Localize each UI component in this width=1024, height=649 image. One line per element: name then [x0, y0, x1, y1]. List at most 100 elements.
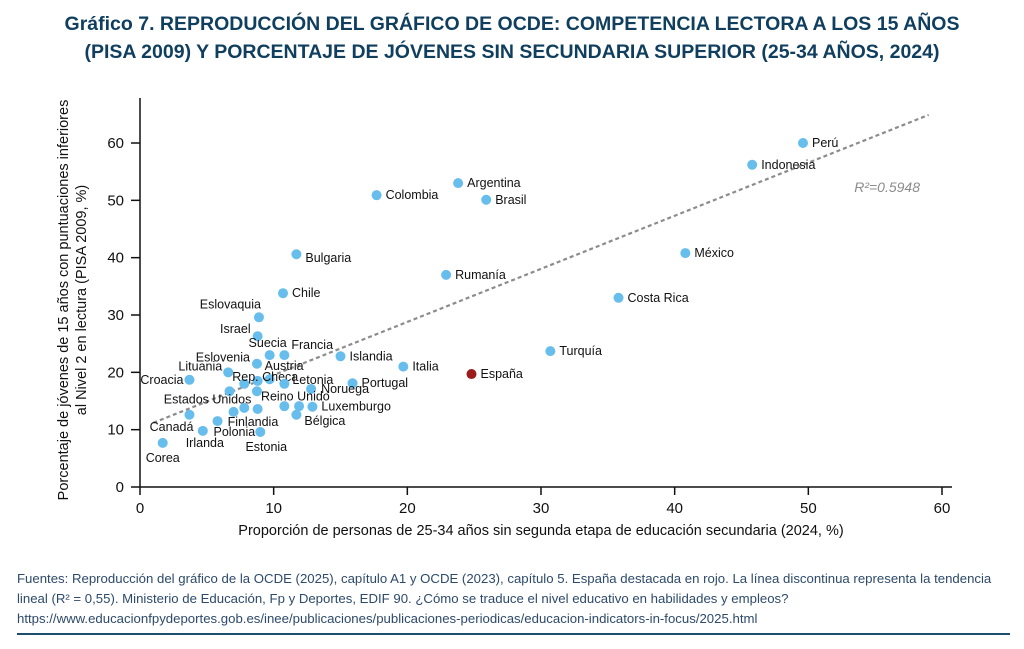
x-tick-label: 10 — [265, 500, 282, 517]
point-label: Colombia — [386, 188, 439, 202]
point-portugal — [347, 378, 358, 389]
point-italia — [398, 361, 409, 372]
point-eslovaquia — [253, 312, 264, 323]
point-colombia — [371, 190, 382, 201]
x-tick-label: 40 — [666, 500, 683, 517]
point-chile — [278, 288, 289, 299]
point-label: Canadá — [150, 420, 194, 434]
chart-title-line-2: (PISA 2009) Y PORCENTAJE DE JÓVENES SIN … — [84, 41, 940, 63]
trendline-group: R²=0.5948 — [152, 113, 930, 424]
point-canadá — [184, 409, 195, 420]
y-tick-label: 60 — [107, 135, 124, 152]
x-tick-label: 20 — [399, 500, 416, 517]
point-españa — [466, 369, 477, 380]
scatter-chart: 0 10 20 30 40 50 60 0 10 20 30 40 50 60 Porcentaje de… — [56, 98, 952, 539]
point-label: Letonia — [292, 373, 333, 387]
y-tick-label: 30 — [107, 307, 124, 324]
point-noruega — [306, 383, 317, 394]
point-suecia — [264, 350, 275, 361]
point-costa-rica — [613, 292, 624, 303]
point-label: Islandia — [350, 349, 393, 363]
point-unlabeled — [294, 401, 305, 412]
point-label: Portugal — [362, 376, 409, 390]
point-label: Suecia — [249, 336, 287, 350]
point-label: Noruega — [321, 382, 369, 396]
point-label: México — [694, 246, 734, 260]
x-tick-label: 50 — [800, 500, 817, 517]
point-israel — [252, 331, 263, 342]
point-label: Bélgica — [304, 414, 345, 428]
chart-title: Gráfico 7. REPRODUCCIÓN DEL GRÁFICO DE O… — [0, 10, 1024, 66]
point-austria — [264, 374, 275, 385]
point-label: Costa Rica — [628, 291, 689, 305]
point-label: Finlandia — [228, 415, 279, 429]
point-finlandia — [228, 406, 239, 417]
point-perú — [797, 138, 808, 148]
point-méxico — [680, 248, 691, 259]
point-label: Turquía — [559, 344, 602, 358]
point-irlanda — [197, 425, 208, 436]
point-label: Francia — [291, 338, 333, 352]
point-estados-unidos — [224, 386, 235, 397]
point-unlabeled — [252, 404, 263, 415]
point-eslovenia — [251, 358, 262, 369]
point-label: Perú — [812, 136, 838, 150]
point-label: Estonia — [245, 440, 287, 454]
y-tick-label: 20 — [107, 364, 124, 381]
point-label: Polonia — [214, 425, 256, 439]
y-tick-label: 40 — [107, 250, 124, 267]
point-letonia — [279, 378, 290, 389]
point-label: Bulgaria — [305, 251, 351, 265]
footer-divider — [17, 633, 1010, 635]
point-label: Croacia — [140, 373, 183, 387]
x-tick-label: 0 — [136, 500, 144, 517]
point-label: Italia — [412, 360, 438, 374]
y-tick-label: 50 — [107, 192, 124, 209]
point-lituania — [223, 367, 234, 378]
source-note: Fuentes: Reproducción del gráfico de la … — [17, 571, 992, 626]
point-label: Israel — [220, 322, 251, 336]
point-label: Eslovaquia — [200, 297, 261, 311]
r-squared-label: R²=0.5948 — [854, 179, 920, 195]
point-brasil — [481, 194, 492, 205]
x-tick-label: 60 — [934, 500, 951, 517]
y-tick-label: 10 — [107, 422, 124, 439]
point-unlabeled — [239, 402, 250, 413]
trendline — [152, 113, 930, 424]
point-label: Luxemburgo — [321, 400, 391, 414]
point-argentina — [453, 178, 464, 189]
chart-title-line-1: Gráfico 7. REPRODUCCIÓN DEL GRÁFICO DE O… — [64, 13, 960, 35]
point-corea — [157, 437, 168, 448]
point-label: Rumanía — [455, 268, 506, 282]
point-rumanía — [441, 269, 452, 280]
point-reino-unido — [251, 386, 262, 397]
point-bélgica — [291, 409, 302, 420]
point-label: Reino Unido — [261, 389, 330, 403]
y-axis-label-line-2: al Nivel 2 en lectura (PISA 2009, %) — [74, 185, 90, 416]
point-estonia — [255, 426, 266, 437]
y-tick-label: 0 — [116, 479, 124, 496]
point-polonia — [212, 416, 223, 427]
point-label: Corea — [146, 451, 180, 465]
point-indonesia — [747, 159, 758, 170]
x-axis-label: Proporción de personas de 25-34 años sin… — [238, 523, 843, 539]
point-francia — [279, 350, 290, 361]
point-label: Lituania — [178, 359, 222, 373]
point-label: Estados Unidos — [164, 392, 252, 406]
point-label: Indonesia — [761, 158, 815, 172]
y-axis-label-line-1: Porcentaje de jóvenes de 15 años con pun… — [56, 100, 72, 501]
point-unlabeled — [279, 401, 290, 412]
point-luxemburgo — [307, 401, 318, 412]
point-islandia — [335, 351, 346, 362]
point-label: Chile — [292, 286, 321, 300]
point-unlabeled — [252, 375, 263, 386]
point-label: Austria — [265, 359, 304, 373]
point-label: Brasil — [495, 193, 526, 207]
point-label: Eslovenia — [196, 351, 250, 365]
points-group: Perú Indonesia Argentina Colombia Brasil Méxi… — [140, 136, 838, 465]
point-croacia — [184, 374, 195, 385]
point-bulgaria — [291, 249, 302, 260]
point-turquía — [545, 346, 556, 357]
point-label: Argentina — [467, 176, 521, 190]
x-tick-label: 30 — [533, 500, 550, 517]
